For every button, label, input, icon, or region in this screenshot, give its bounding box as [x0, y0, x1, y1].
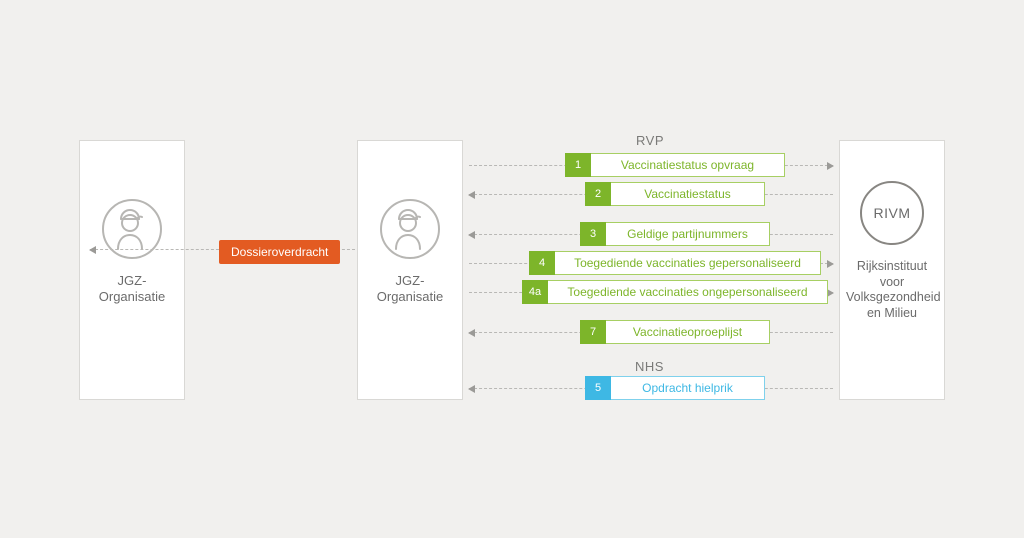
- node-jgz-mid: JGZ- Organisatie: [357, 140, 463, 400]
- message-7: 7Vaccinatieoproeplijst: [580, 320, 770, 344]
- rivm-circle-icon: RIVM: [860, 181, 924, 245]
- message-num: 4: [529, 251, 555, 275]
- message-label: Toegediende vaccinaties ongepersonalisee…: [548, 280, 828, 304]
- message-label: Vaccinatiestatus opvraag: [591, 153, 785, 177]
- message-num: 5: [585, 376, 611, 400]
- message-1: 1Vaccinatiestatus opvraag: [565, 153, 785, 177]
- message-4: 4Toegediende vaccinaties gepersonaliseer…: [529, 251, 821, 275]
- message-num: 7: [580, 320, 606, 344]
- message-num: 2: [585, 182, 611, 206]
- node-jgz-left: JGZ- Organisatie: [79, 140, 185, 400]
- message-label: Geldige partijnummers: [606, 222, 770, 246]
- message-num: 4a: [522, 280, 548, 304]
- section-label-nhs: NHS: [635, 359, 664, 374]
- message-5: 5Opdracht hielprik: [585, 376, 765, 400]
- person-icon: [102, 199, 162, 259]
- node-jgz-left-label: JGZ- Organisatie: [80, 273, 184, 306]
- transfer-label: Dossieroverdracht: [219, 240, 340, 264]
- message-num: 1: [565, 153, 591, 177]
- message-label: Toegediende vaccinaties gepersonaliseerd: [555, 251, 821, 275]
- message-4a: 4aToegediende vaccinaties ongepersonalis…: [522, 280, 828, 304]
- person-icon: [380, 199, 440, 259]
- message-label: Vaccinatieoproeplijst: [606, 320, 770, 344]
- message-3: 3Geldige partijnummers: [580, 222, 770, 246]
- node-jgz-mid-label: JGZ- Organisatie: [358, 273, 462, 306]
- message-label: Opdracht hielprik: [611, 376, 765, 400]
- node-rivm: RIVM Rijksinstituut voor Volksgezondheid…: [839, 140, 945, 400]
- message-num: 3: [580, 222, 606, 246]
- message-label: Vaccinatiestatus: [611, 182, 765, 206]
- message-2: 2Vaccinatiestatus: [585, 182, 765, 206]
- section-label-rvp: RVP: [636, 133, 664, 148]
- node-rivm-label: Rijksinstituut voor Volksgezondheid en M…: [840, 259, 944, 322]
